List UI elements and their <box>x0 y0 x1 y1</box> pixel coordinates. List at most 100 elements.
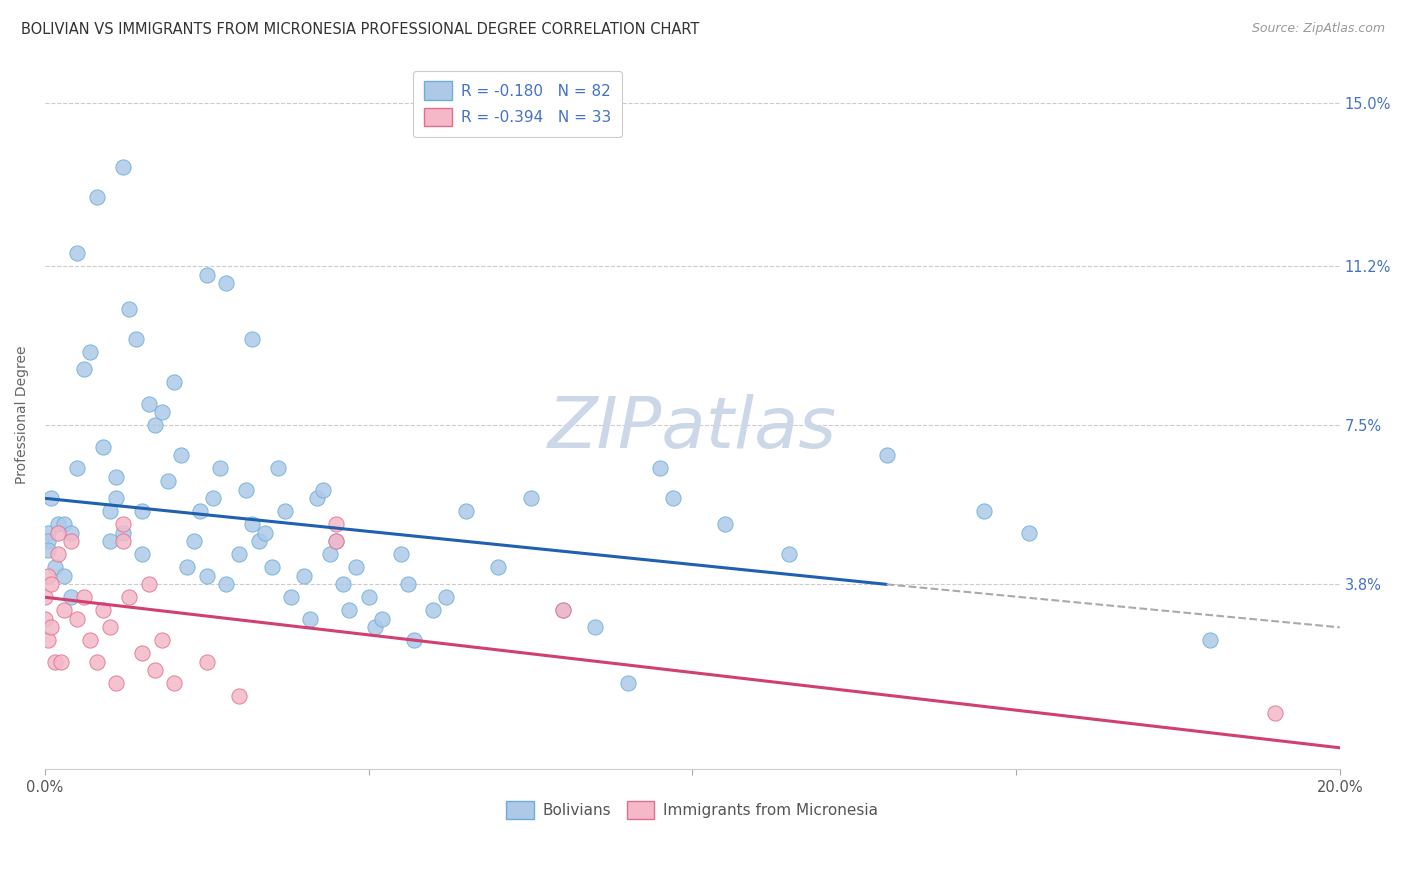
Point <box>973 504 995 518</box>
Point <box>319 547 342 561</box>
Point <box>91 440 114 454</box>
Point <box>111 517 134 532</box>
Point <box>124 332 146 346</box>
Point <box>195 655 218 669</box>
Point <box>53 603 76 617</box>
Point <box>143 418 166 433</box>
Point <box>454 504 477 518</box>
Point <box>240 332 263 346</box>
Point <box>583 620 606 634</box>
Point <box>273 504 295 518</box>
Point <box>551 603 574 617</box>
Point <box>66 461 89 475</box>
Point <box>337 603 360 617</box>
Point <box>195 268 218 282</box>
Point <box>254 525 277 540</box>
Point <box>163 676 186 690</box>
Point <box>202 491 225 506</box>
Point <box>325 517 347 532</box>
Point <box>59 591 82 605</box>
Point <box>41 620 63 634</box>
Point <box>98 534 121 549</box>
Point <box>434 591 457 605</box>
Point <box>228 689 250 703</box>
Point <box>150 405 173 419</box>
Point <box>53 517 76 532</box>
Point <box>370 612 392 626</box>
Point <box>53 568 76 582</box>
Point <box>519 491 541 506</box>
Point <box>325 534 347 549</box>
Legend: Bolivians, Immigrants from Micronesia: Bolivians, Immigrants from Micronesia <box>501 795 884 825</box>
Point <box>73 362 96 376</box>
Point <box>183 534 205 549</box>
Point <box>662 491 685 506</box>
Y-axis label: Professional Degree: Professional Degree <box>15 345 30 483</box>
Point <box>111 525 134 540</box>
Point <box>389 547 412 561</box>
Point <box>59 534 82 549</box>
Point <box>34 612 56 626</box>
Point <box>37 525 59 540</box>
Point <box>616 676 638 690</box>
Text: BOLIVIAN VS IMMIGRANTS FROM MICRONESIA PROFESSIONAL DEGREE CORRELATION CHART: BOLIVIAN VS IMMIGRANTS FROM MICRONESIA P… <box>21 22 699 37</box>
Point <box>98 504 121 518</box>
Point <box>37 534 59 549</box>
Point <box>105 676 128 690</box>
Point <box>118 301 141 316</box>
Point <box>156 474 179 488</box>
Point <box>131 547 153 561</box>
Point <box>648 461 671 475</box>
Point <box>247 534 270 549</box>
Point <box>86 655 108 669</box>
Point <box>364 620 387 634</box>
Point <box>240 517 263 532</box>
Point <box>280 591 302 605</box>
Point <box>86 190 108 204</box>
Point <box>396 577 419 591</box>
Point <box>486 560 509 574</box>
Point <box>111 160 134 174</box>
Point <box>208 461 231 475</box>
Point <box>44 655 66 669</box>
Point <box>41 577 63 591</box>
Point <box>163 375 186 389</box>
Point <box>299 612 322 626</box>
Point <box>46 525 69 540</box>
Point <box>49 655 72 669</box>
Point <box>402 633 425 648</box>
Point <box>332 577 354 591</box>
Point <box>312 483 335 497</box>
Point <box>292 568 315 582</box>
Point <box>138 397 160 411</box>
Point <box>143 664 166 678</box>
Point <box>260 560 283 574</box>
Point <box>66 246 89 260</box>
Point <box>170 448 193 462</box>
Point <box>118 591 141 605</box>
Point <box>131 504 153 518</box>
Point <box>267 461 290 475</box>
Point <box>73 591 96 605</box>
Point <box>188 504 211 518</box>
Point <box>150 633 173 648</box>
Point <box>228 547 250 561</box>
Point <box>46 517 69 532</box>
Point <box>44 560 66 574</box>
Point <box>235 483 257 497</box>
Point <box>215 277 238 291</box>
Point <box>357 591 380 605</box>
Point <box>713 517 735 532</box>
Point <box>305 491 328 506</box>
Point <box>131 646 153 660</box>
Point <box>41 491 63 506</box>
Point <box>105 470 128 484</box>
Point <box>344 560 367 574</box>
Point <box>66 612 89 626</box>
Point <box>34 591 56 605</box>
Point <box>195 568 218 582</box>
Point <box>876 448 898 462</box>
Point <box>46 547 69 561</box>
Point <box>37 543 59 558</box>
Point <box>215 577 238 591</box>
